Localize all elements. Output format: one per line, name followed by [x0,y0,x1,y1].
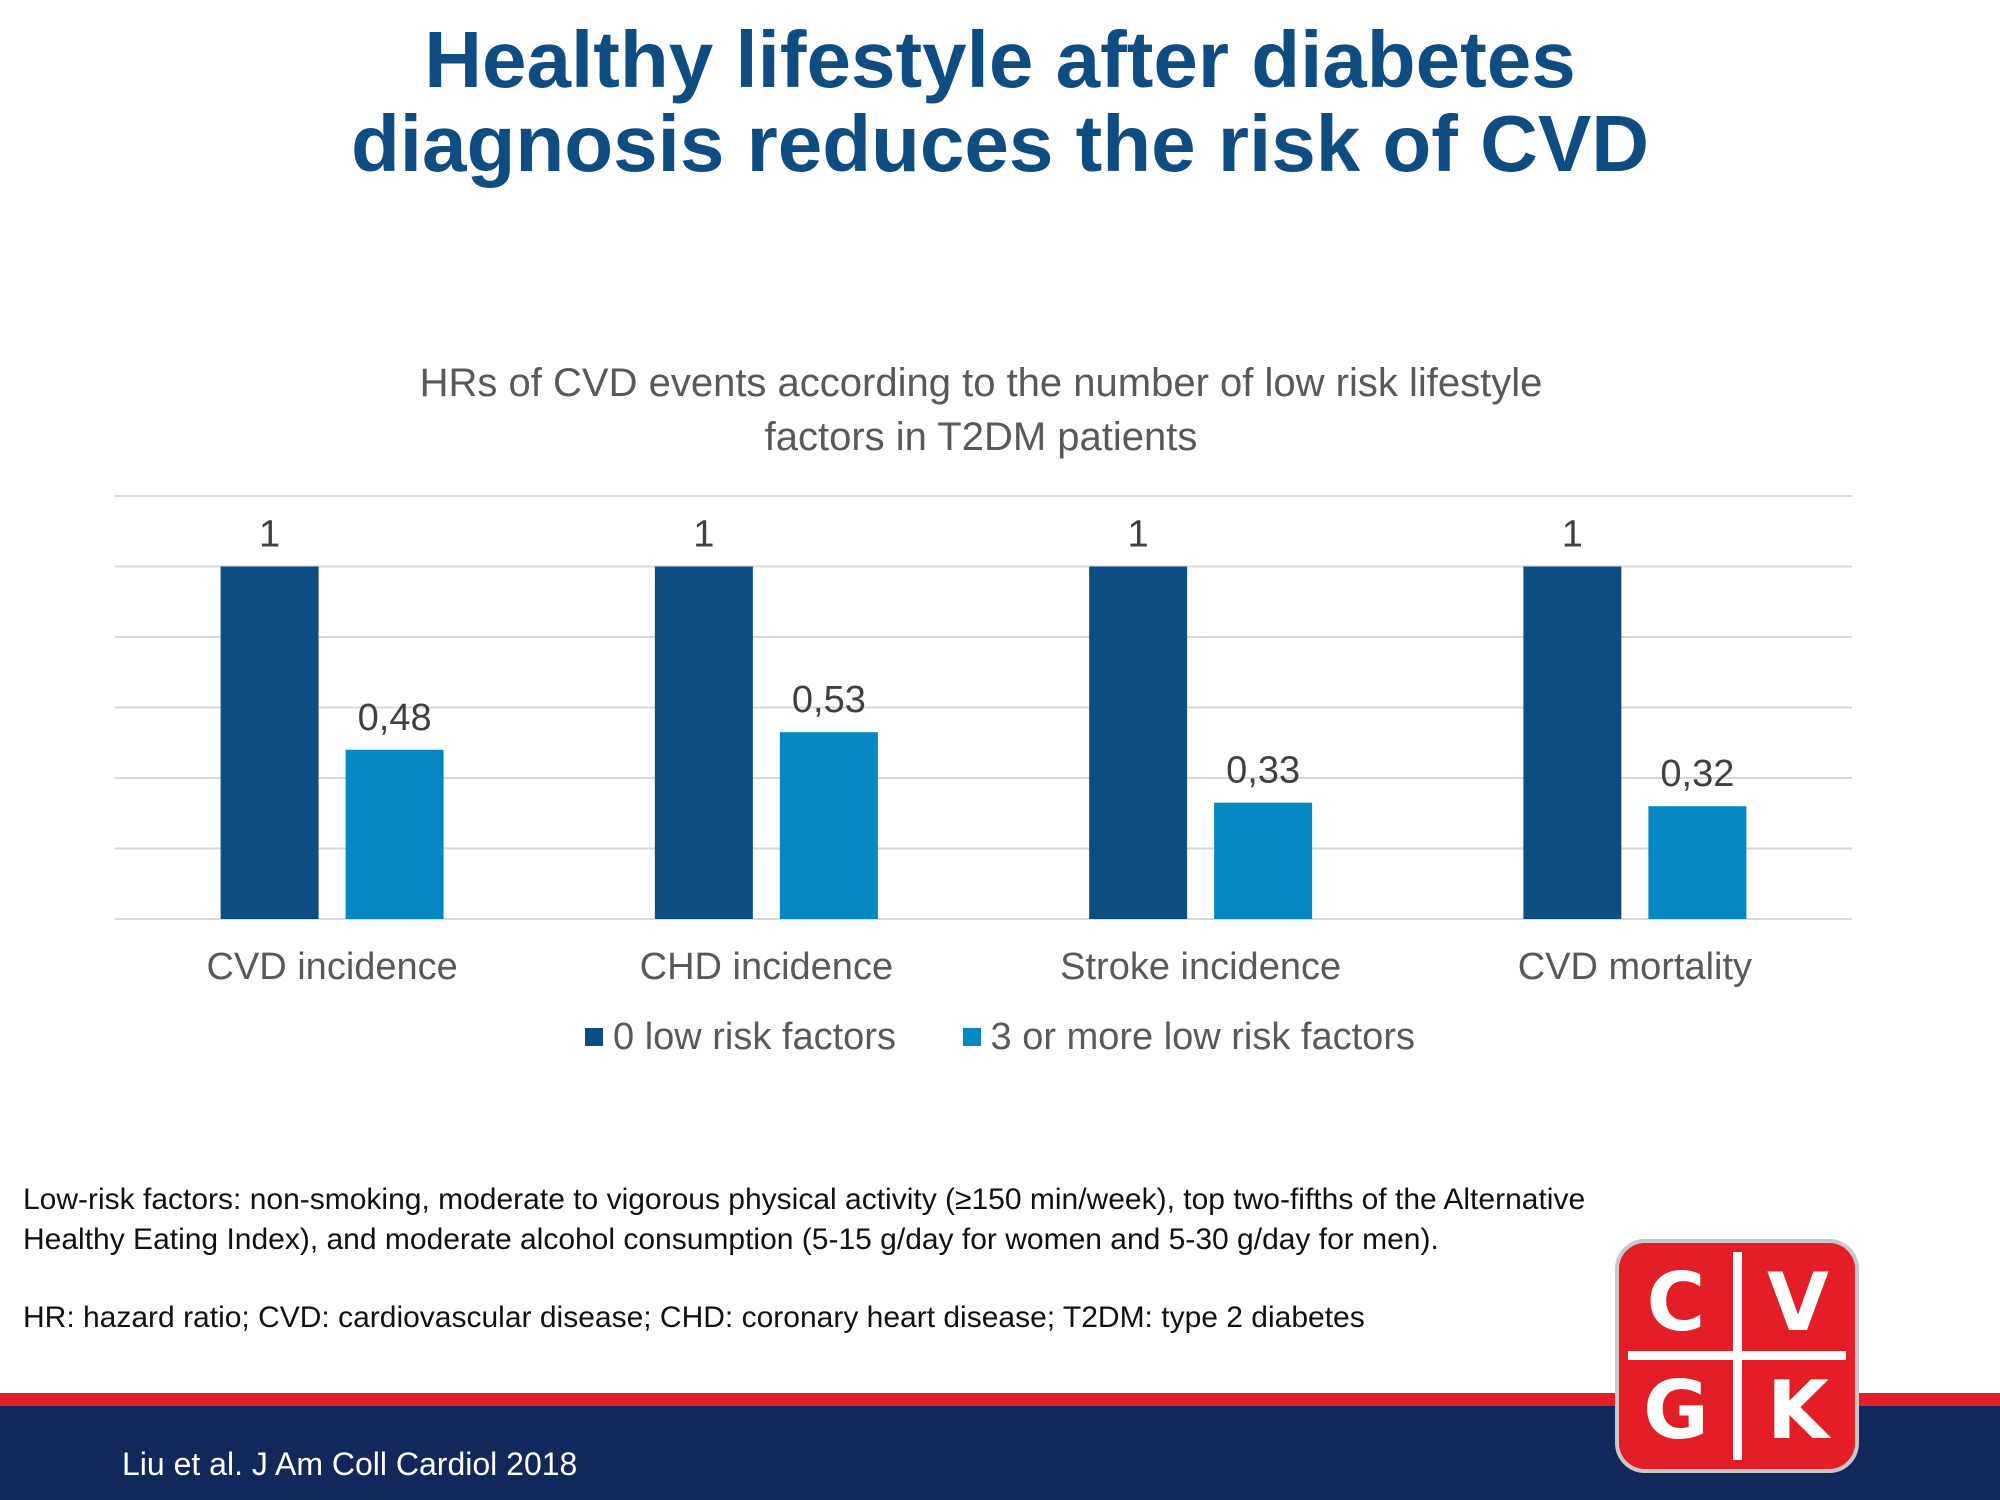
logo-letter-g: G [1643,1364,1709,1457]
bar-1-chd-incidence [654,566,753,919]
legend-swatch-series-2 [962,1028,981,1046]
data-label: 0,48 [358,697,432,739]
bar-2-chd-incidence [779,732,878,919]
data-label: 0,53 [792,679,866,721]
footnote: Low-risk factors: non-smoking, moderate … [23,1180,1743,1338]
footnote-abbreviations: HR: hazard ratio; CVD: cardiovascular di… [23,1301,1365,1334]
legend-swatch-series-1 [585,1028,603,1046]
bar-2-cvd-incidence [345,749,444,919]
chart-legend: 0 low risk factors 3 or more low risk fa… [0,1009,2000,1062]
footer-red-stripe [0,1393,2000,1406]
slide-title-line-2: diagnosis reduces the risk of CVD [350,99,1650,188]
bar-chart: 1 0,48 CVD incidence 1 0,53 CHD incidence 1 0,3… [115,495,1852,988]
legend-label-series-1: 0 low risk factors [613,1016,896,1058]
data-label: 1 [1128,514,1149,556]
data-label: 1 [259,514,280,556]
data-label: 1 [1562,514,1583,556]
logo-letter-k: K [1767,1364,1832,1457]
legend-item-series-1: 0 low risk factors [585,1012,896,1062]
bar-2-stroke-incidence [1214,802,1313,919]
legend-item-series-2: 3 or more low risk factors [962,1012,1415,1062]
chart-title-line-2: factors in T2DM patients [764,415,1198,459]
logo-letter-v: V [1767,1256,1829,1349]
footnote-line-2: Healthy Eating Index), and moderate alco… [23,1223,1439,1256]
footnote-line-1: Low-risk factors: non-smoking, moderate … [23,1183,1586,1216]
slide-title-line-1: Healthy lifestyle after diabetes [424,15,1576,104]
x-tick-label: CVD mortality [1518,946,1752,988]
data-label: 0,32 [1660,753,1734,795]
bar-2-cvd-mortality [1648,806,1747,919]
chart-title-line-1: HRs of CVD events according to the numbe… [419,361,1543,405]
x-tick-label: Stroke incidence [1060,946,1341,988]
chart-title: HRs of CVD events according to the numbe… [0,356,1962,464]
slide-title: Healthy lifestyle after diabetes diagnos… [0,18,2000,186]
x-tick-label: CVD incidence [206,946,457,988]
data-label: 0,33 [1226,750,1300,792]
data-label: 1 [693,514,714,556]
logo-letter-c: C [1647,1256,1706,1349]
legend-label-series-2: 3 or more low risk factors [990,1016,1415,1058]
cvgk-logo: C V G K [1615,1239,1859,1473]
x-tick-label: CHD incidence [640,946,893,988]
bar-1-stroke-incidence [1089,566,1188,919]
bar-1-cvd-mortality [1523,566,1622,919]
bar-1-cvd-incidence [220,566,319,919]
citation: Liu et al. J Am Coll Cardiol 2018 [122,1446,578,1482]
